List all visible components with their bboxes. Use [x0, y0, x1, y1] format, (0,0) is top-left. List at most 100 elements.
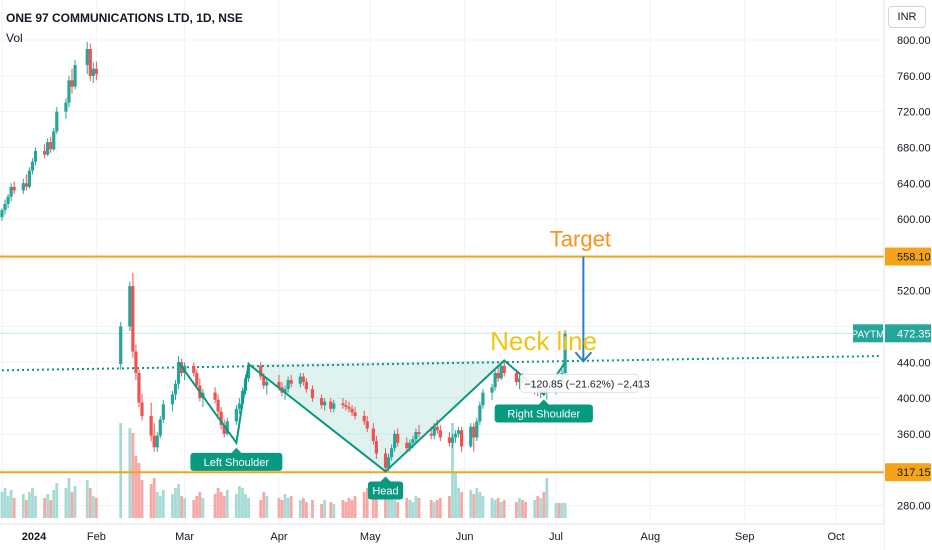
- volume-bar: [408, 500, 412, 518]
- candle: [9, 183, 13, 202]
- candle: [329, 398, 333, 413]
- volume-bar: [563, 503, 567, 518]
- volume-bar: [91, 496, 95, 518]
- candle: [347, 401, 351, 413]
- volume-bar: [55, 483, 59, 518]
- volume-label: Vol: [6, 31, 23, 45]
- candle: [265, 378, 269, 395]
- candle: [85, 41, 89, 75]
- currency-button[interactable]: INR: [888, 6, 926, 28]
- candle-body: [323, 401, 327, 406]
- candle-body: [350, 408, 354, 413]
- candle-body: [277, 381, 281, 388]
- level-badge-text: 317.15: [897, 467, 931, 479]
- volume-bar: [171, 494, 174, 518]
- candle: [417, 424, 421, 438]
- volume-bar: [195, 496, 199, 518]
- candle: [213, 387, 217, 404]
- volume-bar: [457, 488, 460, 518]
- candle-body: [447, 437, 452, 443]
- volume-bar: [3, 488, 7, 518]
- volume-bar: [289, 496, 293, 518]
- candle: [289, 374, 293, 388]
- volume-bar: [393, 500, 397, 518]
- candle-body: [55, 111, 59, 132]
- candle-body: [195, 373, 199, 386]
- candle: [475, 417, 479, 442]
- x-tick-label: Mar: [175, 531, 194, 543]
- candle-body: [94, 68, 98, 75]
- candle-body: [490, 387, 494, 393]
- volume-bar: [454, 473, 457, 518]
- candle: [155, 432, 159, 452]
- label-text: Head: [372, 485, 398, 497]
- volume-bar: [390, 498, 394, 518]
- candle: [158, 415, 162, 439]
- level-badge: 317.15: [885, 463, 931, 482]
- volume-bar: [0, 492, 4, 518]
- candle-body: [502, 365, 506, 374]
- volume-bar: [304, 502, 308, 518]
- measure-label: −120.85 (−21.62%) −2,413: [519, 373, 650, 393]
- candle: [259, 362, 263, 381]
- volume-bar: [247, 498, 250, 518]
- candle: [447, 432, 452, 447]
- volume-bar: [448, 496, 451, 518]
- volume-bar: [21, 494, 25, 518]
- volume-bar: [244, 494, 247, 518]
- volume-bar: [411, 502, 415, 518]
- candle: [88, 43, 92, 82]
- label-box: [494, 404, 593, 423]
- candle-body: [9, 186, 13, 197]
- candle: [73, 59, 77, 90]
- neckline: [1, 355, 882, 372]
- candle: [3, 199, 7, 215]
- candle: [46, 138, 50, 157]
- candle: [365, 415, 369, 433]
- candle-body: [414, 432, 418, 440]
- candle: [341, 398, 345, 409]
- volume-bar: [85, 480, 89, 518]
- candle-body: [478, 405, 482, 422]
- volume-bar: [472, 494, 476, 518]
- candle: [496, 365, 500, 382]
- volume-bar: [46, 494, 50, 518]
- candle-body: [435, 426, 439, 431]
- volume-bar: [365, 488, 369, 518]
- volume-bars: [0, 423, 567, 518]
- volume-bar: [280, 500, 284, 518]
- volume-bar: [158, 496, 162, 518]
- candle: [472, 423, 476, 452]
- candle-body: [341, 403, 345, 406]
- candle-body: [152, 435, 156, 448]
- volume-bar: [438, 498, 442, 518]
- candle-body: [371, 428, 375, 442]
- candle-body: [52, 131, 56, 150]
- candle-body: [438, 430, 442, 438]
- candle: [490, 383, 494, 400]
- candle-body: [27, 170, 31, 187]
- volume-bar: [329, 502, 333, 518]
- candle-body: [405, 442, 409, 449]
- volume-bar: [67, 478, 71, 518]
- candle-body: [12, 186, 16, 191]
- label-pointer: [538, 399, 549, 405]
- candle: [137, 369, 141, 408]
- candle-body: [517, 378, 522, 382]
- x-tick-label: Jul: [549, 531, 563, 543]
- candle-body: [21, 183, 25, 191]
- candle-body: [134, 351, 138, 374]
- neckline-label: Neck line: [490, 326, 597, 356]
- candle-body: [429, 433, 433, 436]
- candle-body: [24, 183, 28, 187]
- volume-bar: [341, 500, 345, 518]
- volume-bar: [371, 490, 375, 518]
- price-axis-bg: [884, 0, 932, 550]
- candle-body: [119, 326, 123, 365]
- candle-body: [514, 373, 519, 382]
- candle-body: [73, 65, 77, 87]
- candle: [353, 407, 357, 420]
- candle-body: [259, 365, 263, 377]
- label-box: [367, 481, 404, 500]
